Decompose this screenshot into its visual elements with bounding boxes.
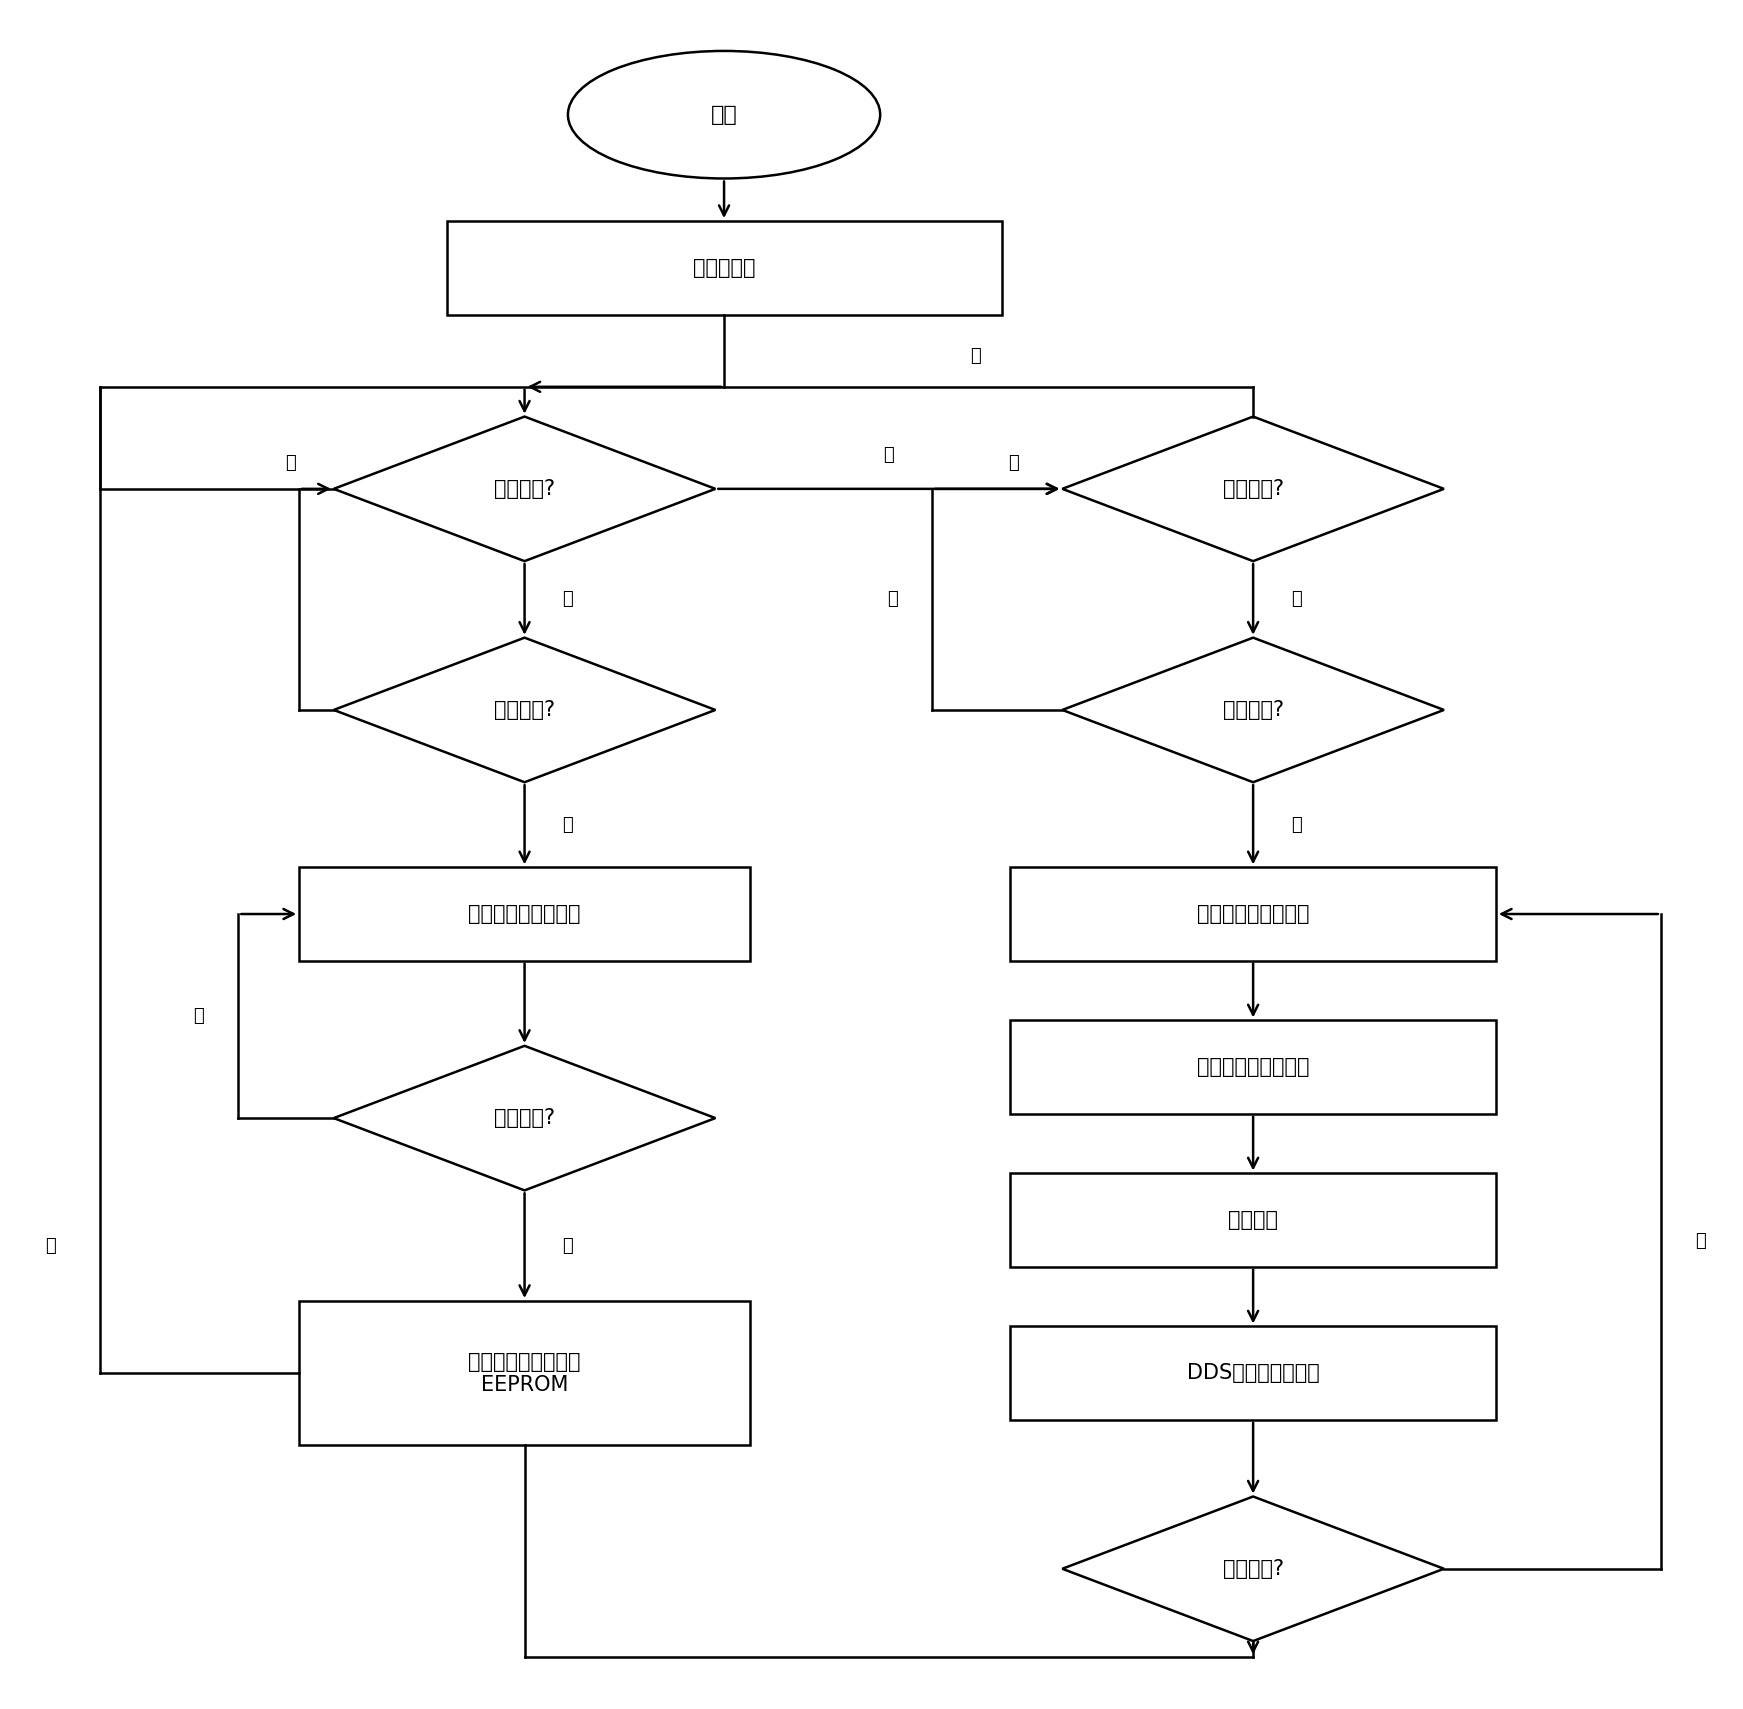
Polygon shape bbox=[333, 637, 715, 783]
Text: 是: 是 bbox=[45, 1237, 56, 1254]
Text: 是: 是 bbox=[1292, 590, 1302, 608]
Text: 将正常脑电波存储全
EEPROM: 将正常脑电波存储全 EEPROM bbox=[469, 1352, 580, 1395]
Text: 结束采集?: 结束采集? bbox=[493, 1107, 554, 1128]
FancyBboxPatch shape bbox=[1011, 1326, 1495, 1420]
Text: 调节波形: 调节波形 bbox=[1229, 1210, 1278, 1230]
Text: 是: 是 bbox=[563, 590, 573, 608]
FancyBboxPatch shape bbox=[1011, 1174, 1495, 1266]
Text: 采集状态?: 采集状态? bbox=[493, 479, 554, 499]
Text: 是: 是 bbox=[563, 815, 573, 834]
Text: DDS产生治疗波信号: DDS产生治疗波信号 bbox=[1187, 1364, 1319, 1383]
Text: 设备初始化: 设备初始化 bbox=[692, 258, 755, 279]
Text: 采集病态脑电波数据: 采集病态脑电波数据 bbox=[1197, 904, 1309, 925]
Text: 否: 否 bbox=[1696, 1232, 1706, 1251]
Ellipse shape bbox=[568, 51, 880, 178]
Polygon shape bbox=[1061, 1497, 1443, 1641]
FancyBboxPatch shape bbox=[1011, 866, 1495, 960]
Text: 开始采集?: 开始采集? bbox=[493, 701, 554, 719]
Text: 否: 否 bbox=[971, 347, 981, 366]
Polygon shape bbox=[1061, 417, 1443, 561]
Polygon shape bbox=[333, 417, 715, 561]
Text: 否: 否 bbox=[1007, 455, 1020, 472]
Text: 治疗状态?: 治疗状态? bbox=[1222, 479, 1283, 499]
Text: 否: 否 bbox=[884, 446, 894, 463]
Text: 开始: 开始 bbox=[711, 104, 737, 125]
FancyBboxPatch shape bbox=[1011, 1020, 1495, 1114]
Polygon shape bbox=[333, 1046, 715, 1191]
Text: 结束治疗?: 结束治疗? bbox=[1222, 1559, 1283, 1579]
Text: 采集正常脑电波数据: 采集正常脑电波数据 bbox=[469, 904, 580, 925]
Text: 是: 是 bbox=[1292, 815, 1302, 834]
FancyBboxPatch shape bbox=[300, 866, 749, 960]
Text: 否: 否 bbox=[887, 590, 898, 608]
Text: 开始治疗?: 开始治疗? bbox=[1222, 701, 1283, 719]
FancyBboxPatch shape bbox=[300, 1301, 749, 1446]
FancyBboxPatch shape bbox=[446, 220, 1002, 314]
Text: 分析产生治疗波数据: 分析产生治疗波数据 bbox=[1197, 1058, 1309, 1077]
Text: 是: 是 bbox=[563, 1237, 573, 1254]
Text: 否: 否 bbox=[193, 1007, 204, 1025]
Text: 否: 否 bbox=[286, 455, 296, 472]
Polygon shape bbox=[1061, 637, 1443, 783]
